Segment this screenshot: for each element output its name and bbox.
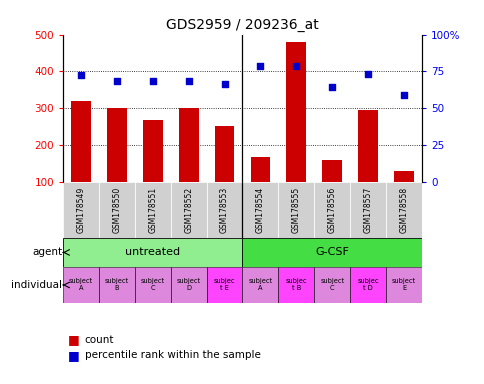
Bar <box>206 266 242 303</box>
Text: subject
E: subject E <box>391 278 415 291</box>
Bar <box>63 266 99 303</box>
Text: subjec
t B: subjec t B <box>285 278 306 291</box>
Bar <box>107 108 126 182</box>
Text: count: count <box>85 335 114 345</box>
Text: GSM178557: GSM178557 <box>363 187 372 233</box>
Bar <box>314 182 349 238</box>
Bar <box>206 182 242 238</box>
Bar <box>63 182 99 238</box>
Point <box>113 78 121 84</box>
Text: GSM178554: GSM178554 <box>256 187 264 233</box>
Bar <box>242 266 278 303</box>
Text: percentile rank within the sample: percentile rank within the sample <box>85 350 260 360</box>
Text: individual: individual <box>11 280 62 290</box>
Bar <box>286 42 305 182</box>
Point <box>363 71 371 77</box>
Bar <box>385 182 421 238</box>
Bar <box>99 266 135 303</box>
Text: GSM178550: GSM178550 <box>112 187 121 233</box>
Point <box>292 63 300 69</box>
Bar <box>349 182 385 238</box>
Point <box>328 84 335 90</box>
Text: subject
C: subject C <box>140 278 165 291</box>
Text: subject
B: subject B <box>105 278 129 291</box>
Bar <box>278 182 314 238</box>
Text: GSM178558: GSM178558 <box>399 187 408 233</box>
Point <box>149 78 156 84</box>
Text: GSM178556: GSM178556 <box>327 187 336 233</box>
Text: subject
A: subject A <box>69 278 93 291</box>
Text: GSM178551: GSM178551 <box>148 187 157 233</box>
Text: subject
C: subject C <box>319 278 344 291</box>
Title: GDS2959 / 209236_at: GDS2959 / 209236_at <box>166 18 318 32</box>
Text: ■: ■ <box>68 349 79 362</box>
Bar <box>135 182 170 238</box>
Text: untreated: untreated <box>125 247 180 257</box>
Bar <box>71 101 91 182</box>
Text: subjec
t D: subjec t D <box>357 278 378 291</box>
Text: GSM178552: GSM178552 <box>184 187 193 233</box>
Text: agent: agent <box>32 247 62 257</box>
Text: GSM178549: GSM178549 <box>76 187 85 233</box>
Point <box>399 92 407 98</box>
Bar <box>214 126 234 182</box>
Text: subject
A: subject A <box>248 278 272 291</box>
Text: GSM178553: GSM178553 <box>220 187 228 233</box>
Bar <box>179 108 198 182</box>
Bar <box>349 266 385 303</box>
Bar <box>358 110 377 182</box>
Text: subject
D: subject D <box>176 278 200 291</box>
Bar <box>242 238 421 266</box>
Text: G-CSF: G-CSF <box>315 247 348 257</box>
Bar <box>99 182 135 238</box>
Bar <box>63 238 242 266</box>
Bar <box>393 171 413 182</box>
Bar <box>242 182 278 238</box>
Bar <box>143 120 162 182</box>
Bar <box>170 266 206 303</box>
Bar <box>322 160 341 182</box>
Text: subjec
t E: subjec t E <box>213 278 235 291</box>
Bar <box>250 157 270 182</box>
Text: GSM178555: GSM178555 <box>291 187 300 233</box>
Bar <box>314 266 349 303</box>
Point <box>220 81 228 87</box>
Point <box>77 72 85 78</box>
Bar <box>135 266 170 303</box>
Bar <box>170 182 206 238</box>
Point <box>184 78 192 84</box>
Bar <box>385 266 421 303</box>
Point <box>256 63 264 69</box>
Text: ■: ■ <box>68 333 79 346</box>
Bar <box>278 266 314 303</box>
